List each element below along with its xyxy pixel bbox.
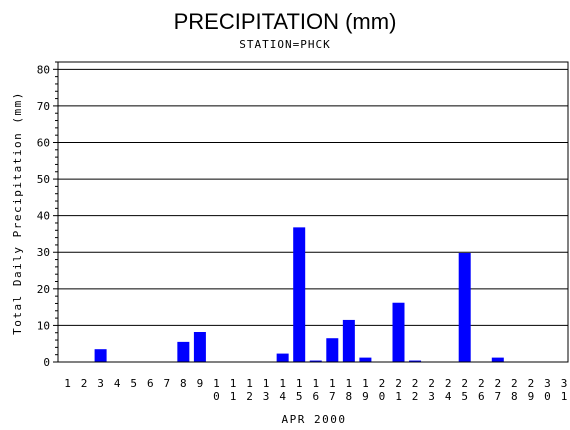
bar-day-19: [359, 357, 372, 362]
chart-subtitle: STATION=PHCK: [239, 38, 330, 51]
y-tick-label: 20: [37, 283, 50, 296]
y-tick-label: 30: [37, 246, 50, 259]
bar-day-16: [309, 360, 322, 362]
x-axis-label: APR 2000: [282, 413, 347, 426]
x-tick-label: 6: [147, 377, 154, 390]
bar-day-25: [458, 252, 471, 362]
y-tick-label: 60: [37, 136, 50, 149]
y-tick-label: 40: [37, 210, 50, 223]
plot-frame: [57, 61, 569, 363]
x-tick-label: 3: [97, 377, 104, 390]
bars: [94, 227, 504, 362]
x-tick-label: 9: [197, 377, 204, 390]
x-tick-label: 2: [81, 377, 88, 390]
bar-day-9: [193, 332, 206, 362]
bar-day-15: [293, 227, 306, 362]
bar-day-21: [392, 302, 405, 362]
x-tick-label: 1: [64, 377, 71, 390]
chart-title: PRECIPITATION (mm): [174, 9, 397, 34]
x-tick-label: 5: [130, 377, 137, 390]
y-tick-label: 0: [43, 356, 50, 369]
x-tick-label: 4: [114, 377, 121, 390]
y-tick-label: 50: [37, 173, 50, 186]
y-tick-label: 70: [37, 100, 50, 113]
bar-day-8: [177, 341, 190, 362]
x-axis-ticks: 1 2 3 4 5 6 7 8 9 1 01 11 21 31 41 51 61 71 81 92 02 12 22 32 42…: [64, 377, 567, 403]
y-tick-label: 10: [37, 319, 50, 332]
bar-day-3: [94, 349, 107, 362]
bar-day-14: [276, 353, 289, 362]
y-axis-label: Total Daily Precipitation (mm): [11, 91, 24, 335]
bar-day-22: [409, 360, 422, 362]
bar-day-18: [342, 319, 355, 362]
x-tick-label: 7: [163, 377, 170, 390]
bar-day-27: [491, 357, 504, 362]
y-tick-label: 80: [37, 63, 50, 76]
y-axis-ticks: 0 10 20 30 40 50 60 70 80: [37, 61, 58, 369]
bar-day-17: [326, 338, 339, 362]
grid-lines: [58, 68, 568, 326]
x-tick-label: 8: [180, 377, 187, 390]
